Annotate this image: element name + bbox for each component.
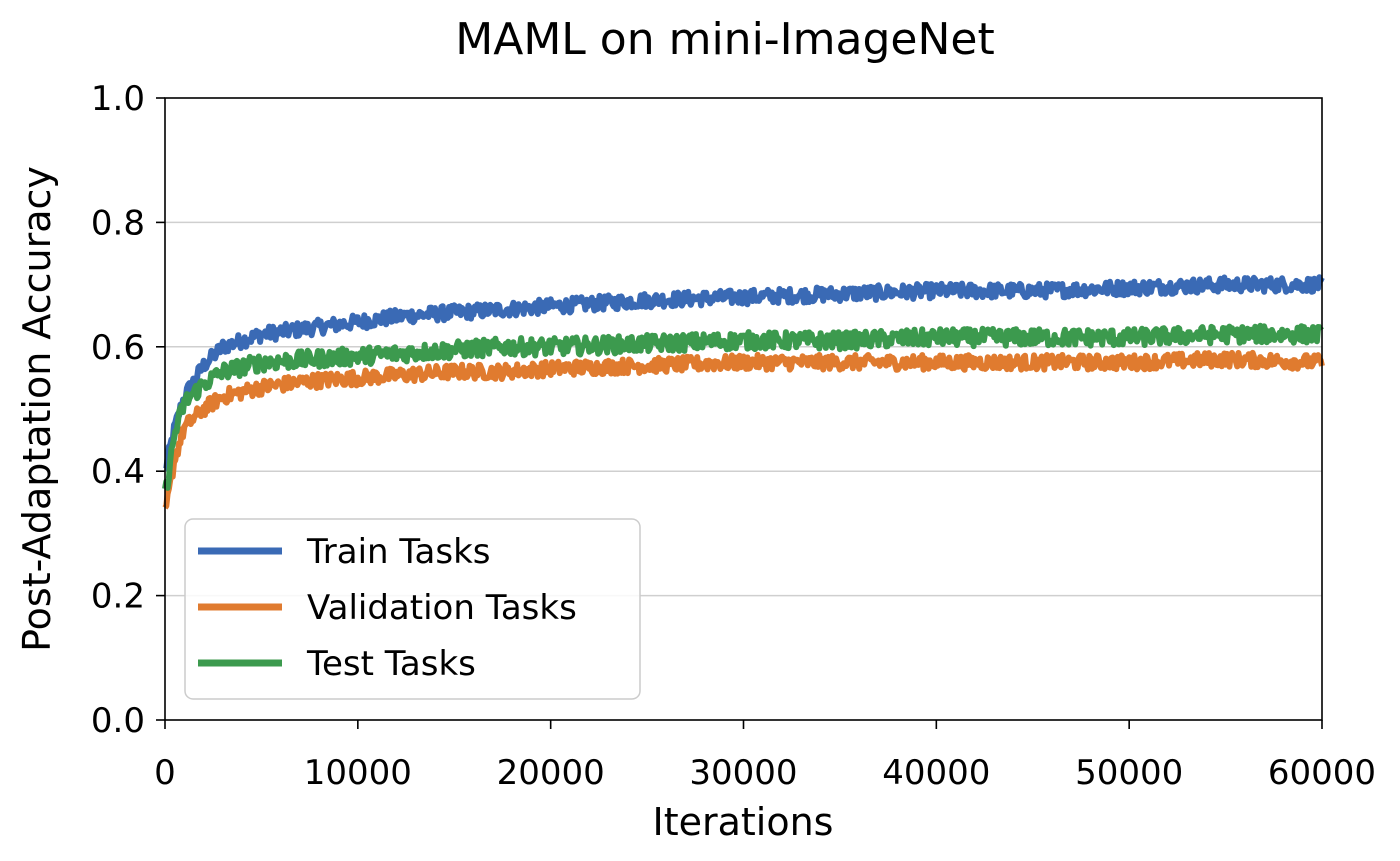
series-line-2 <box>162 349 1325 510</box>
y-tick-label: 0.4 <box>91 452 145 492</box>
grid <box>165 221 1322 597</box>
y-axis: 0.0 0.2 0.4 0.6 0.8 1.0 <box>91 79 165 741</box>
legend-label: Validation Tasks <box>307 588 577 628</box>
x-tick-label: 60000 <box>1268 753 1376 793</box>
y-tick-label: 0.8 <box>91 203 145 243</box>
series-layer <box>162 274 1325 510</box>
series-line-3 <box>162 322 1324 491</box>
legend: Train Tasks Validation Tasks Test Tasks <box>184 518 641 700</box>
legend-label: Train Tasks <box>306 532 490 572</box>
chart-title: MAML on mini-ImageNet <box>455 14 994 65</box>
series-line-1 <box>163 274 1325 472</box>
legend-label: Test Tasks <box>306 644 476 684</box>
x-tick-label: 0 <box>154 753 176 793</box>
x-axis: 0 10000 20000 30000 40000 50000 60000 <box>154 720 1376 793</box>
y-tick-label: 0.2 <box>91 577 145 617</box>
x-tick-label: 40000 <box>882 753 990 793</box>
x-tick-label: 50000 <box>1075 753 1183 793</box>
x-axis-label: Iterations <box>653 800 834 844</box>
legend-box <box>184 518 641 700</box>
y-tick-label: 0.0 <box>91 701 145 741</box>
y-axis-label: Post-Adaptation Accuracy <box>15 166 59 652</box>
y-tick-label: 0.6 <box>91 328 145 368</box>
y-tick-label: 1.0 <box>91 79 145 119</box>
x-tick-label: 20000 <box>497 753 605 793</box>
x-tick-label: 30000 <box>689 753 797 793</box>
x-tick-label: 10000 <box>304 753 412 793</box>
